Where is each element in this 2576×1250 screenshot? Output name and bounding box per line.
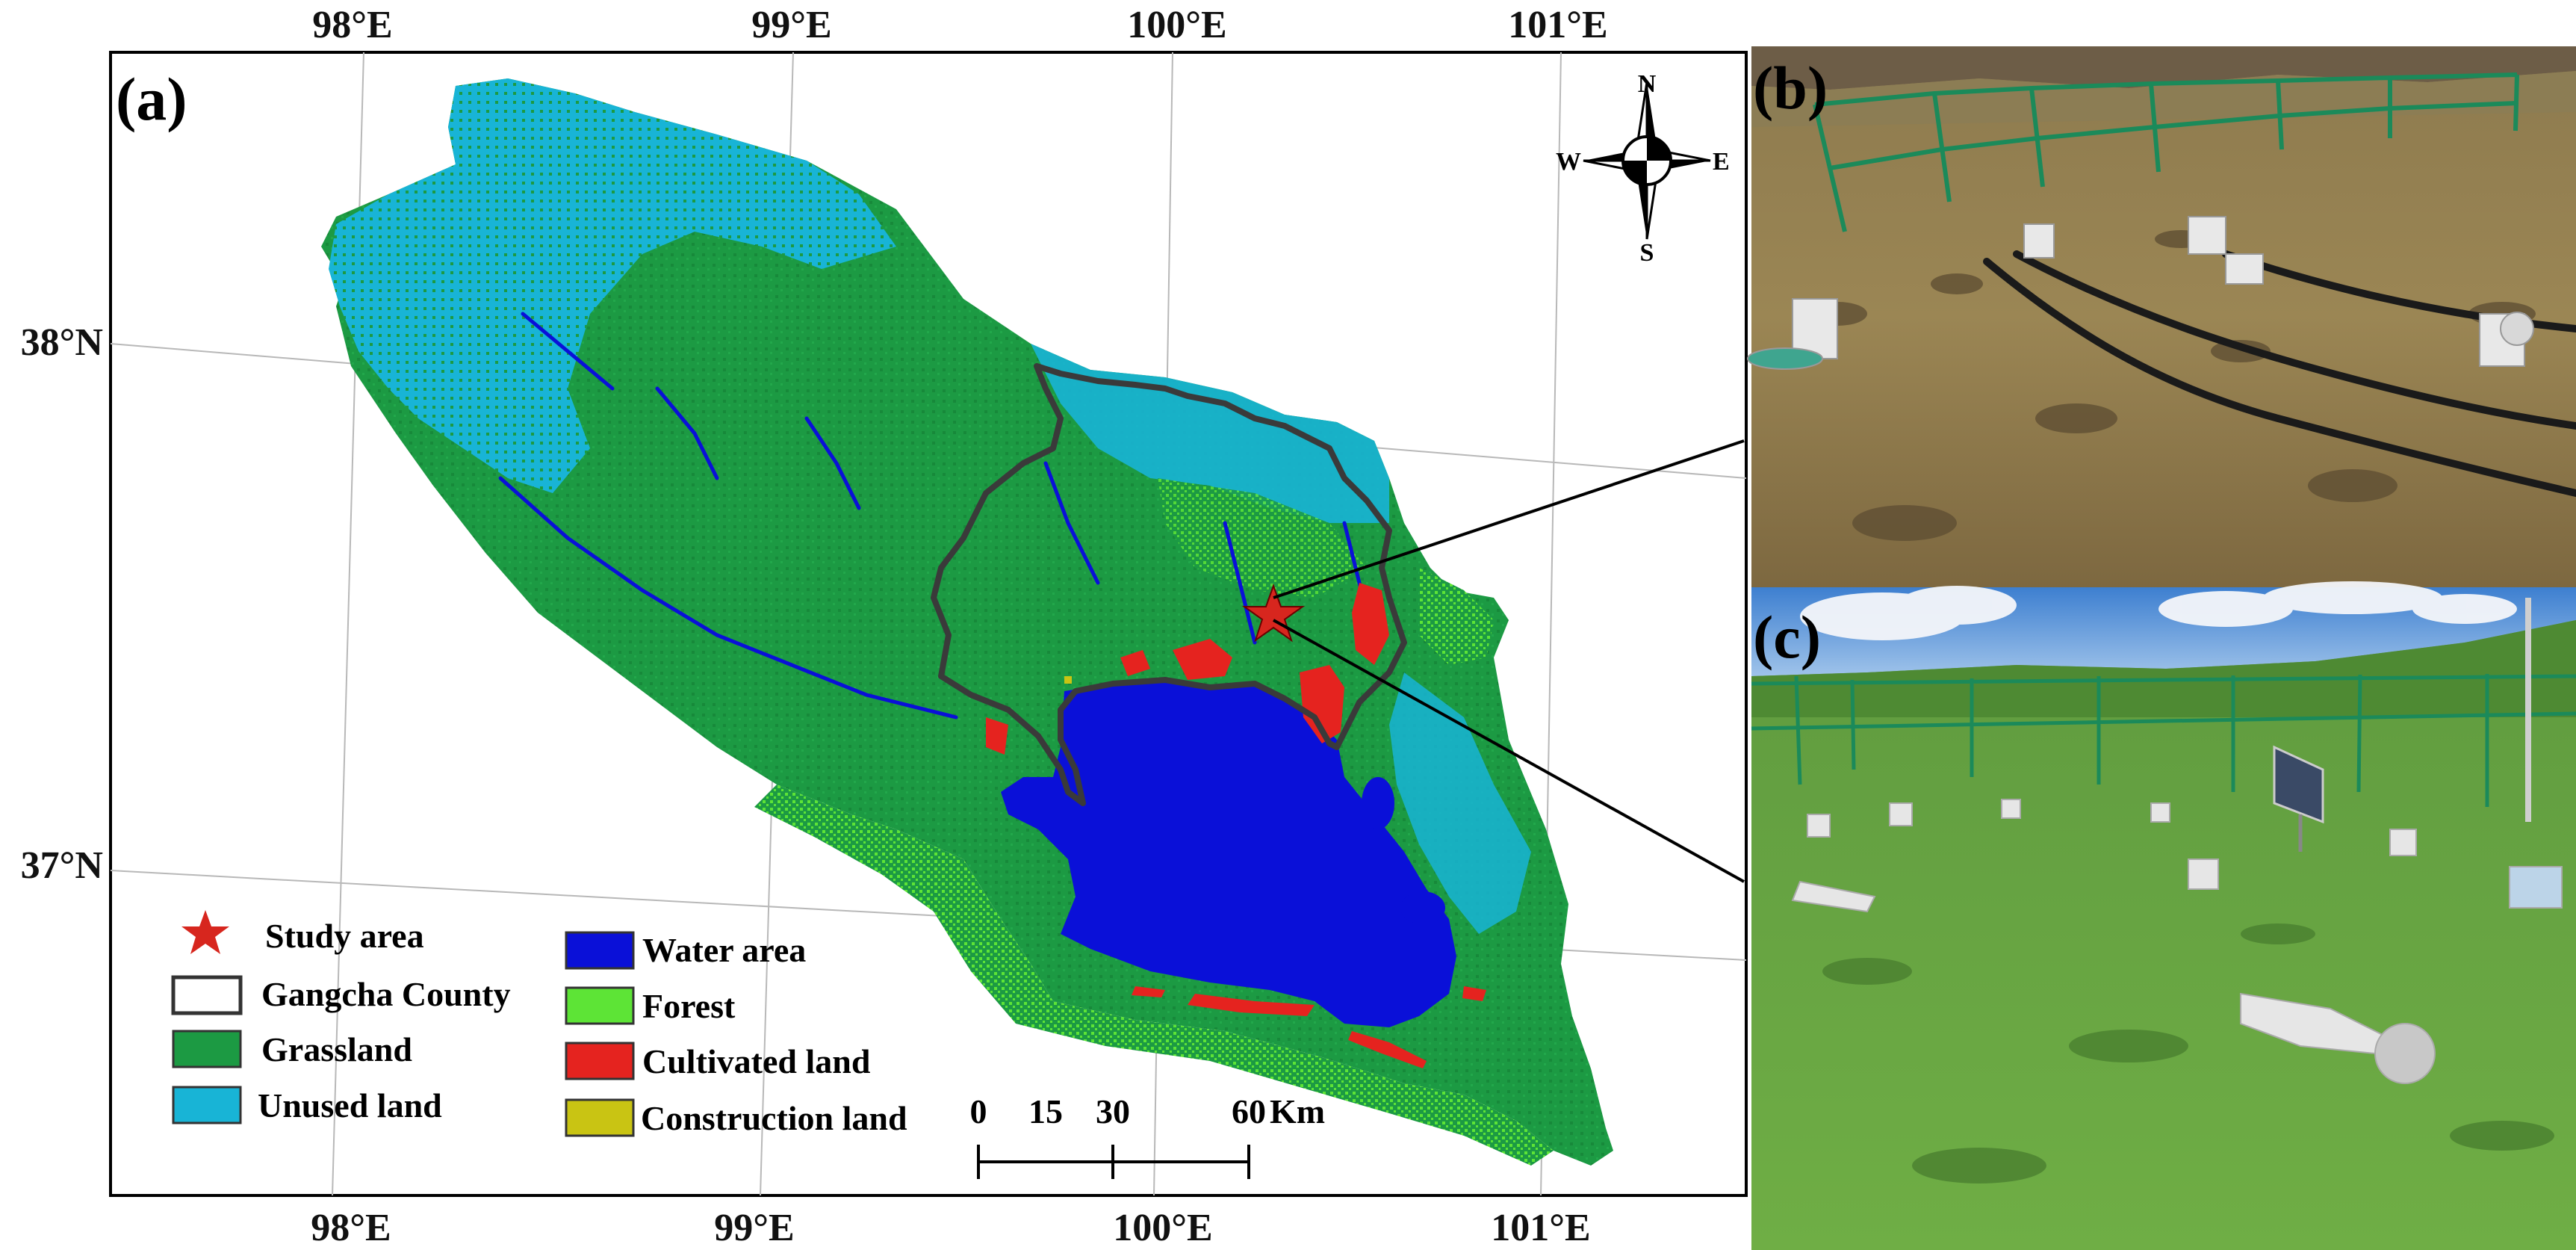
legend-item-construction: Construction land	[565, 1098, 907, 1137]
study-area-star	[1241, 584, 1306, 643]
legend-label-grassland: Grassland	[261, 1030, 412, 1068]
bottom-lon-98: 98°E	[311, 1207, 391, 1249]
qinghai-lake	[1001, 680, 1456, 1027]
legend-label-gangcha: Gangcha County	[261, 975, 511, 1013]
legend-item-unused: Unused land	[172, 1086, 442, 1124]
unused-land-south	[1389, 672, 1531, 934]
legend-label-forest: Forest	[642, 987, 736, 1025]
compass-icon: N S E W	[1556, 70, 1730, 267]
unused-land-nw	[329, 78, 896, 493]
legend-label-construction: Construction land	[641, 1099, 907, 1137]
scale-unit: Km	[1270, 1092, 1325, 1130]
map-panel: N S E W (a) Study area Gangcha County Gr…	[109, 51, 1748, 1197]
photo-panel-b: (b)	[1747, 46, 2576, 587]
compass-s: S	[1640, 239, 1654, 267]
compass-w: W	[1556, 148, 1581, 176]
forest-south-belt	[754, 785, 1554, 1166]
axis-labels: 98°E 99°E 100°E 101°E 98°E 99°E 100°E 10…	[21, 4, 1608, 1249]
construction-land	[1064, 676, 1072, 684]
panel-label-a: (a)	[116, 65, 187, 133]
compass-n: N	[1638, 70, 1657, 98]
legend-item-gangcha: Gangcha County	[171, 975, 511, 1015]
legend-swatch-gangcha	[171, 975, 243, 1015]
bottom-lon-99: 99°E	[714, 1207, 794, 1249]
legend-item-water: Water area	[565, 931, 806, 970]
legend-label-study-area: Study area	[265, 917, 424, 955]
unused-land-north	[1031, 344, 1389, 523]
legend-label-unused: Unused land	[258, 1086, 442, 1124]
legend-swatch-construction	[565, 1098, 635, 1137]
lat-37: 37°N	[21, 844, 103, 887]
lat-38: 38°N	[21, 321, 103, 364]
panel-label-c: (c)	[1753, 603, 1821, 671]
gangcha-county-outline	[931, 363, 1407, 806]
scale-label-30: 30	[1096, 1092, 1130, 1130]
legend-item-study-area: Study area	[181, 910, 424, 955]
scale-label-60: 60	[1232, 1092, 1266, 1130]
legend-label-cultivated: Cultivated land	[642, 1042, 871, 1080]
legend-label-water: Water area	[642, 931, 806, 969]
legend-swatch-cultivated	[565, 1042, 635, 1080]
legend: Study area Gangcha County Grassland Unus…	[171, 910, 907, 1137]
connector-line-c	[1273, 619, 1745, 883]
top-lon-100: 100°E	[1127, 4, 1226, 46]
legend-swatch-water	[565, 931, 635, 970]
legend-swatch-grassland	[172, 1030, 242, 1068]
panel-label-b: (b)	[1753, 54, 1828, 122]
top-lon-99: 99°E	[751, 4, 831, 46]
photo-panel-c: (c)	[1751, 581, 2576, 1250]
scale-label-15: 15	[1028, 1092, 1063, 1130]
legend-item-grassland: Grassland	[172, 1030, 412, 1068]
top-lon-101: 101°E	[1508, 4, 1607, 46]
scale-bar: 0 15 30 60 Km	[970, 1092, 1325, 1179]
scale-label-0: 0	[970, 1092, 987, 1130]
water-small-2	[1400, 891, 1445, 924]
bottom-lon-100: 100°E	[1113, 1207, 1212, 1249]
legend-swatch-unused	[172, 1086, 242, 1124]
legend-swatch-forest	[565, 986, 635, 1025]
bottom-lon-101: 101°E	[1491, 1207, 1590, 1249]
water-small-1	[1362, 777, 1394, 829]
forest-mid	[1158, 478, 1367, 598]
compass-e: E	[1713, 148, 1730, 176]
legend-item-forest: Forest	[565, 986, 736, 1025]
connector-line-b	[1273, 439, 1745, 599]
top-lon-98: 98°E	[312, 4, 392, 46]
cultivated-land	[986, 583, 1486, 1068]
forest-east	[1419, 568, 1494, 665]
legend-star-icon	[181, 910, 229, 954]
legend-item-cultivated: Cultivated land	[565, 1042, 871, 1080]
